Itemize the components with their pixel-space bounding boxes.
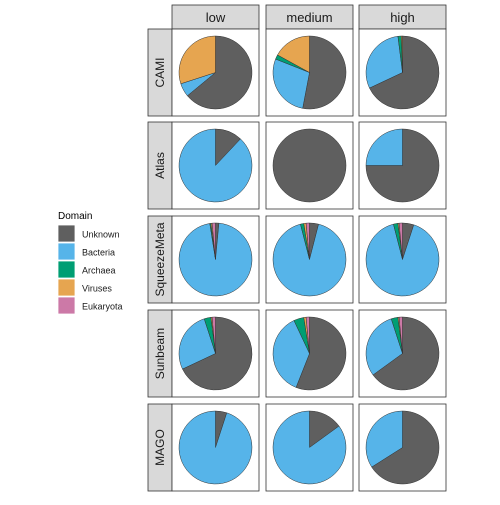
- panel-cami-low: [171, 28, 260, 117]
- pie-slice-bacteria: [178, 410, 253, 485]
- column-strip-medium: [265, 4, 354, 30]
- panel-squeezemeta-medium: [265, 215, 354, 304]
- pie-slice-unknown: [272, 128, 347, 203]
- pie-slice-eukaryota: [211, 222, 216, 260]
- row-strip-label: Atlas: [153, 152, 167, 179]
- legend-item-bacteria: Bacteria: [57, 242, 115, 261]
- panel-atlas-low: [171, 121, 260, 210]
- legend-swatch: [57, 296, 76, 315]
- legend-item-unknown: Unknown: [57, 224, 120, 243]
- pie-slice-unknown: [371, 410, 440, 485]
- legend: Domain Unknown Bacteria Archaea Viruses Euka…: [57, 211, 123, 315]
- legend-item-eukaryota: Eukaryota: [57, 296, 123, 315]
- legend-swatch: [57, 242, 76, 261]
- pie-slice-eukaryota: [211, 316, 216, 354]
- pie-slice-eukaryota: [305, 222, 310, 260]
- legend-items: Unknown Bacteria Archaea Viruses Eukaryota: [57, 224, 123, 315]
- facet-panels: [171, 28, 447, 492]
- pie-slice-bacteria: [178, 318, 216, 370]
- legend-label: Bacteria: [82, 248, 115, 258]
- panel-sunbeam-low: [171, 309, 260, 398]
- pie-slice-bacteria: [365, 36, 403, 89]
- column-strip-label: medium: [286, 10, 332, 25]
- panel-squeezemeta-low: [171, 215, 260, 304]
- column-strip-low: [171, 4, 260, 30]
- panel-sunbeam-medium: [265, 309, 354, 398]
- pie-slice-unknown: [302, 35, 347, 110]
- pie-slice-viruses: [178, 35, 216, 85]
- pie-slice-bacteria: [178, 222, 253, 297]
- panel-atlas-medium: [265, 121, 354, 210]
- row-strip-label: Sunbeam: [153, 328, 167, 379]
- pie-slice-bacteria: [365, 410, 403, 468]
- pie-slice-bacteria: [365, 223, 440, 297]
- pie-slice-unknown: [372, 316, 440, 391]
- pie-slice-bacteria: [272, 320, 310, 388]
- pie-slice-unknown: [369, 35, 440, 110]
- pie-slice-bacteria: [272, 223, 347, 297]
- column-strip-label: high: [390, 10, 415, 25]
- row-strips: CAMI Atlas SqueezeMeta Sunbeam MAGO: [147, 28, 173, 492]
- panel-atlas-high: [358, 121, 447, 210]
- pie-slice-viruses: [277, 35, 310, 73]
- pie-slice-viruses: [401, 35, 403, 73]
- legend-item-viruses: Viruses: [57, 278, 112, 297]
- pie-slice-unknown: [182, 316, 253, 391]
- panel-cami-high: [358, 28, 447, 117]
- column-strip-high: [358, 4, 447, 30]
- legend-label: Unknown: [82, 230, 120, 240]
- pie-slice-eukaryota: [305, 316, 310, 354]
- pie-slice-bacteria: [178, 128, 253, 203]
- legend-label: Archaea: [82, 266, 116, 276]
- panel-mago-high: [358, 403, 447, 492]
- panel-mago-low: [171, 403, 260, 492]
- pie-slice-unknown: [187, 35, 253, 110]
- row-strip-label: MAGO: [153, 429, 167, 466]
- pie-slice-eukaryota: [398, 222, 403, 260]
- legend-label: Eukaryota: [82, 302, 123, 312]
- row-strip-label: SqueezeMeta: [153, 222, 167, 296]
- panel-sunbeam-high: [358, 309, 447, 398]
- legend-item-archaea: Archaea: [57, 260, 116, 279]
- pie-slice-bacteria: [272, 58, 310, 109]
- panel-cami-medium: [265, 28, 354, 117]
- legend-swatch: [57, 224, 76, 243]
- panel-mago-medium: [265, 403, 354, 492]
- legend-swatch: [57, 278, 76, 297]
- pie-slice-unknown: [295, 316, 347, 391]
- column-strips: low medium high: [171, 4, 447, 30]
- column-strip-label: low: [206, 10, 226, 25]
- legend-swatch: [57, 260, 76, 279]
- row-strip-squeezemeta: [147, 215, 173, 304]
- pie-slice-bacteria: [365, 318, 403, 376]
- row-strip-sunbeam: [147, 309, 173, 398]
- pie-slice-unknown: [365, 128, 440, 203]
- panel-squeezemeta-high: [358, 215, 447, 304]
- row-strip-label: CAMI: [153, 58, 167, 88]
- row-strip-mago: [147, 403, 173, 492]
- pie-slice-bacteria: [272, 410, 347, 485]
- legend-title: Domain: [58, 211, 92, 222]
- row-strip-atlas: [147, 121, 173, 210]
- legend-label: Viruses: [82, 284, 112, 294]
- pie-slice-eukaryota: [398, 316, 403, 354]
- pie-slice-bacteria: [365, 128, 403, 166]
